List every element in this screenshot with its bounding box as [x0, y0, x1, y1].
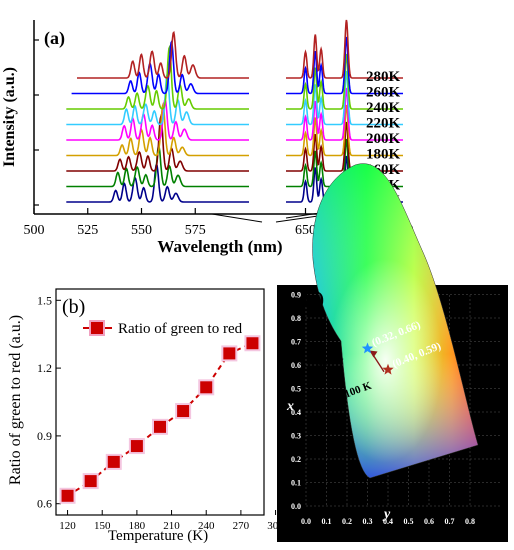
- spectrum-curve-160K: [66, 113, 403, 172]
- panel-b-x-tick-label: 270: [233, 520, 250, 532]
- panel-a-x-label: Wavelength (nm): [157, 237, 282, 256]
- panel-c-x-tick-label: 0.0: [301, 517, 311, 526]
- panel-b-x-tick-label: 240: [198, 520, 215, 532]
- series-label-220K: 220K: [366, 116, 401, 132]
- panel-b-y-tick-label: 0.6: [37, 497, 52, 511]
- spectrum-curve-260K: [71, 36, 403, 95]
- panel-c-x-tick-label: 0.2: [342, 517, 352, 526]
- axis-break-mark: [211, 213, 263, 223]
- panel-c-y-tick-label: 0.0: [291, 502, 301, 511]
- series-label-200K: 200K: [366, 131, 401, 147]
- panel-c-y-tick-label: 0.8: [291, 314, 301, 323]
- panel-b-y-tick-label: 1.5: [37, 293, 52, 307]
- panel-c-x-tick-label: 0.6: [424, 517, 434, 526]
- panel-c: (c) 0.0 0.1 0.2 0.3 0.4 0.5 0.6 0.7 0.8 0.0 0.1 0.2…: [277, 163, 508, 542]
- panel-a-x-tick-label: 525: [77, 223, 98, 238]
- panel-b-x-tick-label: 210: [163, 520, 180, 532]
- panel-c-x-tick-label: 0.7: [445, 517, 455, 526]
- legend-label: Ratio of green to red: [118, 321, 243, 337]
- panel-c-y-tick-label: 0.5: [291, 385, 301, 394]
- panel-b-x-label: Temperature (K): [108, 528, 208, 544]
- panel-b-x-tick-label: 150: [94, 520, 111, 532]
- data-point: [107, 455, 120, 468]
- panel-c-y-label: y: [382, 507, 391, 522]
- panel-c-x-tick-label: 0.1: [322, 517, 332, 526]
- data-point: [61, 489, 74, 502]
- panel-c-x-tick-label: 0.4: [383, 517, 393, 526]
- panel-b-x-tick-label: 180: [129, 520, 146, 532]
- cie-point-star: [382, 363, 394, 375]
- panel-c-y-tick-label: 0.7: [291, 338, 301, 347]
- panel-c-x-label: x: [286, 399, 294, 414]
- panel-a-label: (a): [44, 28, 65, 49]
- spectrum-curve-200K: [66, 87, 403, 141]
- series-label-260K: 260K: [366, 85, 401, 101]
- panel-c-label: (c): [303, 289, 324, 310]
- panel-a-y-label: Intensity (a.u.): [1, 67, 18, 167]
- cie-point-star: [361, 342, 374, 354]
- panel-c-x-tick-label: 0.5: [404, 517, 414, 526]
- data-point: [84, 475, 97, 488]
- data-point: [130, 440, 143, 453]
- panel-a-x-tick-label: 575: [185, 223, 206, 238]
- panel-a-x-tick-label: 500: [24, 223, 45, 238]
- data-point: [246, 337, 259, 350]
- data-point: [223, 347, 236, 360]
- panel-c-y-tick-label: 0.9: [291, 291, 301, 300]
- panel-c-x-tick-label: 0.8: [465, 517, 475, 526]
- spectrum-curve-280K: [77, 19, 403, 79]
- panel-c-y-tick-label: 0.6: [291, 361, 301, 370]
- cie-boundary: [312, 163, 479, 479]
- data-point: [154, 420, 166, 433]
- panel-b-label: (b): [62, 296, 85, 318]
- panel-b-y-label: Ratio of green to red (a.u.): [7, 315, 24, 485]
- spectrum-curve-180K: [66, 101, 403, 157]
- series-label-240K: 240K: [366, 100, 401, 116]
- panel-b-frame: [55, 288, 265, 516]
- panel-b-y-tick-label: 1.2: [37, 361, 52, 375]
- panel-b-y-tick-label: 0.9: [37, 429, 52, 443]
- series-label-180K: 180K: [366, 147, 401, 163]
- panel-c-y-tick-label: 0.1: [291, 479, 301, 488]
- panel-a-x-tick-label: 650: [295, 223, 316, 238]
- panel-c-x-tick-label: 0.3: [363, 517, 373, 526]
- panel-a-x-tick-label: 550: [131, 223, 152, 238]
- data-point: [200, 381, 213, 394]
- panel-b-x-tick-label: 120: [59, 520, 76, 532]
- series-label-280K: 280K: [366, 69, 401, 85]
- legend-marker: [89, 320, 105, 336]
- shift-arrowhead: [369, 350, 378, 358]
- panel-c-y-tick-label: 0.2: [291, 455, 301, 464]
- spectrum-curve-220K: [66, 70, 403, 126]
- spectrum-curve-240K: [66, 44, 403, 110]
- data-point: [177, 405, 190, 418]
- panel-c-y-tick-label: 0.3: [291, 432, 301, 441]
- panel-c-y-tick-label: 0.4: [291, 408, 301, 417]
